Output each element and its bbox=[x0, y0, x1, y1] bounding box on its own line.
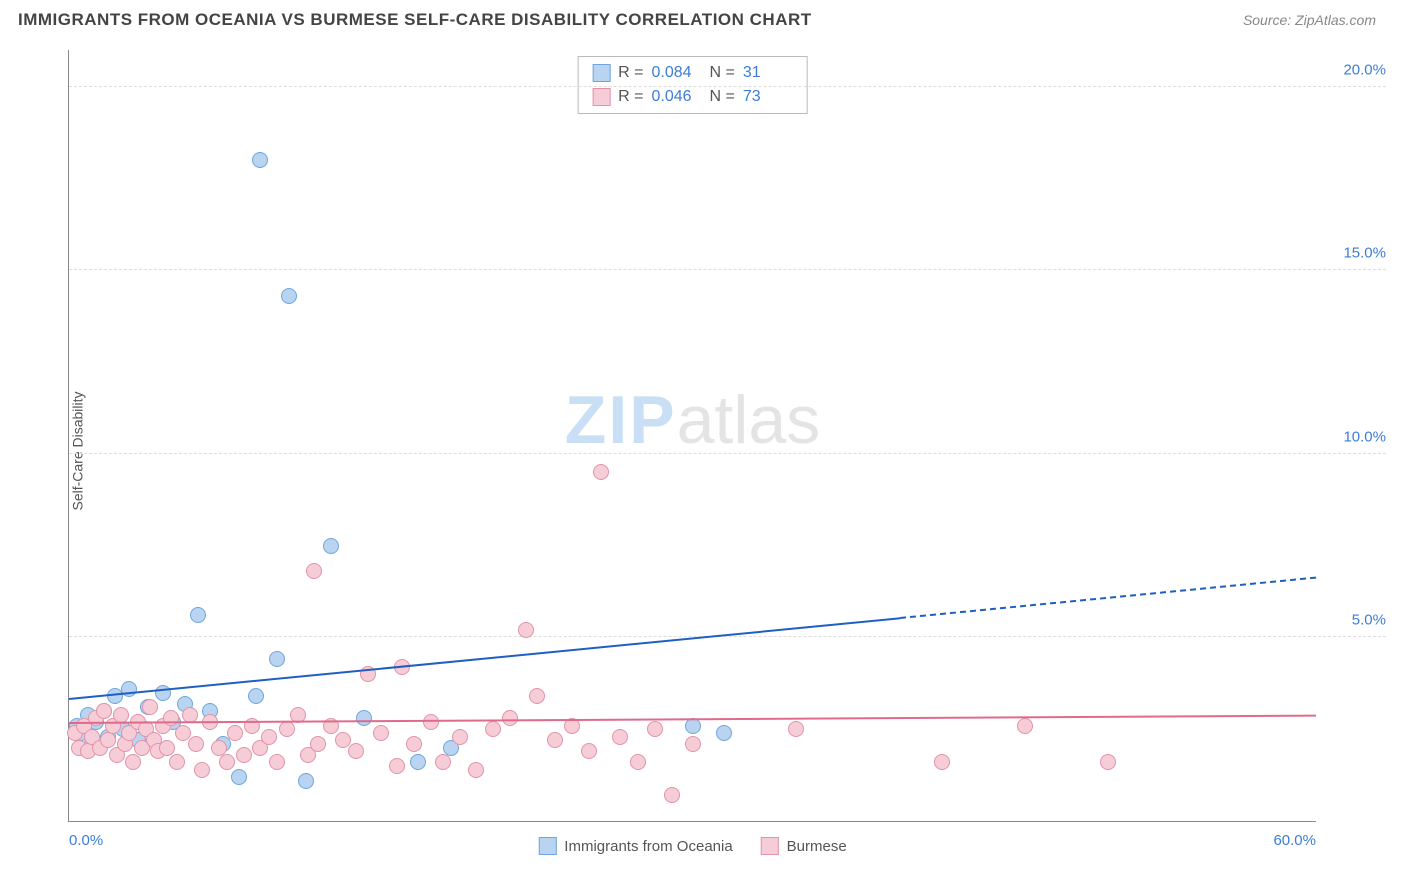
data-point bbox=[155, 685, 171, 701]
legend-n-label: N = bbox=[710, 61, 735, 85]
data-point bbox=[298, 773, 314, 789]
legend-row: R = 0.084 N = 31 bbox=[592, 61, 793, 85]
data-point bbox=[1017, 718, 1033, 734]
data-point bbox=[389, 758, 405, 774]
data-point bbox=[163, 710, 179, 726]
data-point bbox=[159, 740, 175, 756]
data-point bbox=[194, 762, 210, 778]
data-point bbox=[236, 747, 252, 763]
series-legend-item: Immigrants from Oceania bbox=[538, 837, 732, 855]
watermark-part1: ZIP bbox=[565, 382, 677, 458]
legend-n-value: 73 bbox=[743, 85, 793, 109]
plot-area: ZIPatlas R =0.084N =31R =0.046N =73 Immi… bbox=[68, 50, 1316, 822]
data-point bbox=[100, 732, 116, 748]
gridline bbox=[69, 269, 1386, 270]
series-legend: Immigrants from Oceania Burmese bbox=[538, 837, 846, 855]
data-point bbox=[410, 754, 426, 770]
y-tick-label: 15.0% bbox=[1343, 245, 1386, 262]
data-point bbox=[593, 464, 609, 480]
trend-line bbox=[69, 617, 901, 700]
data-point bbox=[529, 688, 545, 704]
data-point bbox=[452, 729, 468, 745]
data-point bbox=[248, 688, 264, 704]
chart-container: Self-Care Disability ZIPatlas R =0.084N … bbox=[18, 40, 1396, 862]
data-point bbox=[581, 743, 597, 759]
watermark: ZIPatlas bbox=[565, 381, 820, 459]
data-point bbox=[190, 607, 206, 623]
data-point bbox=[261, 729, 277, 745]
data-point bbox=[502, 710, 518, 726]
data-point bbox=[113, 707, 129, 723]
data-point bbox=[269, 754, 285, 770]
data-point bbox=[406, 736, 422, 752]
legend-swatch bbox=[592, 88, 610, 106]
legend-swatch bbox=[538, 837, 556, 855]
data-point bbox=[269, 651, 285, 667]
data-point bbox=[306, 563, 322, 579]
y-tick-label: 5.0% bbox=[1352, 612, 1386, 629]
gridline bbox=[69, 636, 1386, 637]
x-tick-label: 0.0% bbox=[69, 832, 103, 849]
data-point bbox=[685, 736, 701, 752]
data-point bbox=[348, 743, 364, 759]
data-point bbox=[219, 754, 235, 770]
data-point bbox=[485, 721, 501, 737]
data-point bbox=[356, 710, 372, 726]
data-point bbox=[231, 769, 247, 785]
data-point bbox=[188, 736, 204, 752]
data-point bbox=[435, 754, 451, 770]
data-point bbox=[125, 754, 141, 770]
data-point bbox=[934, 754, 950, 770]
gridline bbox=[69, 453, 1386, 454]
y-tick-label: 10.0% bbox=[1343, 428, 1386, 445]
data-point bbox=[323, 538, 339, 554]
data-point bbox=[310, 736, 326, 752]
legend-r-label: R = bbox=[618, 85, 643, 109]
data-point bbox=[227, 725, 243, 741]
data-point bbox=[716, 725, 732, 741]
x-tick-label: 60.0% bbox=[1273, 832, 1316, 849]
data-point bbox=[96, 703, 112, 719]
series-label: Immigrants from Oceania bbox=[564, 838, 732, 855]
series-label: Burmese bbox=[787, 838, 847, 855]
data-point bbox=[281, 288, 297, 304]
data-point bbox=[788, 721, 804, 737]
data-point bbox=[547, 732, 563, 748]
data-point bbox=[373, 725, 389, 741]
legend-r-label: R = bbox=[618, 61, 643, 85]
data-point bbox=[468, 762, 484, 778]
y-tick-label: 20.0% bbox=[1343, 61, 1386, 78]
data-point bbox=[612, 729, 628, 745]
data-point bbox=[279, 721, 295, 737]
legend-swatch bbox=[761, 837, 779, 855]
legend-row: R = 0.046 N = 73 bbox=[592, 85, 793, 109]
data-point bbox=[647, 721, 663, 737]
chart-title: IMMIGRANTS FROM OCEANIA VS BURMESE SELF-… bbox=[18, 10, 812, 30]
watermark-part2: atlas bbox=[677, 382, 821, 458]
legend-r-value: 0.046 bbox=[652, 85, 702, 109]
data-point bbox=[518, 622, 534, 638]
data-point bbox=[142, 699, 158, 715]
legend-r-value: 0.084 bbox=[652, 61, 702, 85]
trend-line bbox=[900, 577, 1316, 619]
source-credit: Source: ZipAtlas.com bbox=[1243, 12, 1376, 28]
data-point bbox=[107, 688, 123, 704]
legend-n-label: N = bbox=[710, 85, 735, 109]
legend-n-value: 31 bbox=[743, 61, 793, 85]
series-legend-item: Burmese bbox=[761, 837, 847, 855]
data-point bbox=[182, 707, 198, 723]
data-point bbox=[1100, 754, 1116, 770]
legend-swatch bbox=[592, 64, 610, 82]
data-point bbox=[630, 754, 646, 770]
data-point bbox=[169, 754, 185, 770]
gridline bbox=[69, 86, 1386, 87]
data-point bbox=[211, 740, 227, 756]
data-point bbox=[664, 787, 680, 803]
data-point bbox=[252, 152, 268, 168]
